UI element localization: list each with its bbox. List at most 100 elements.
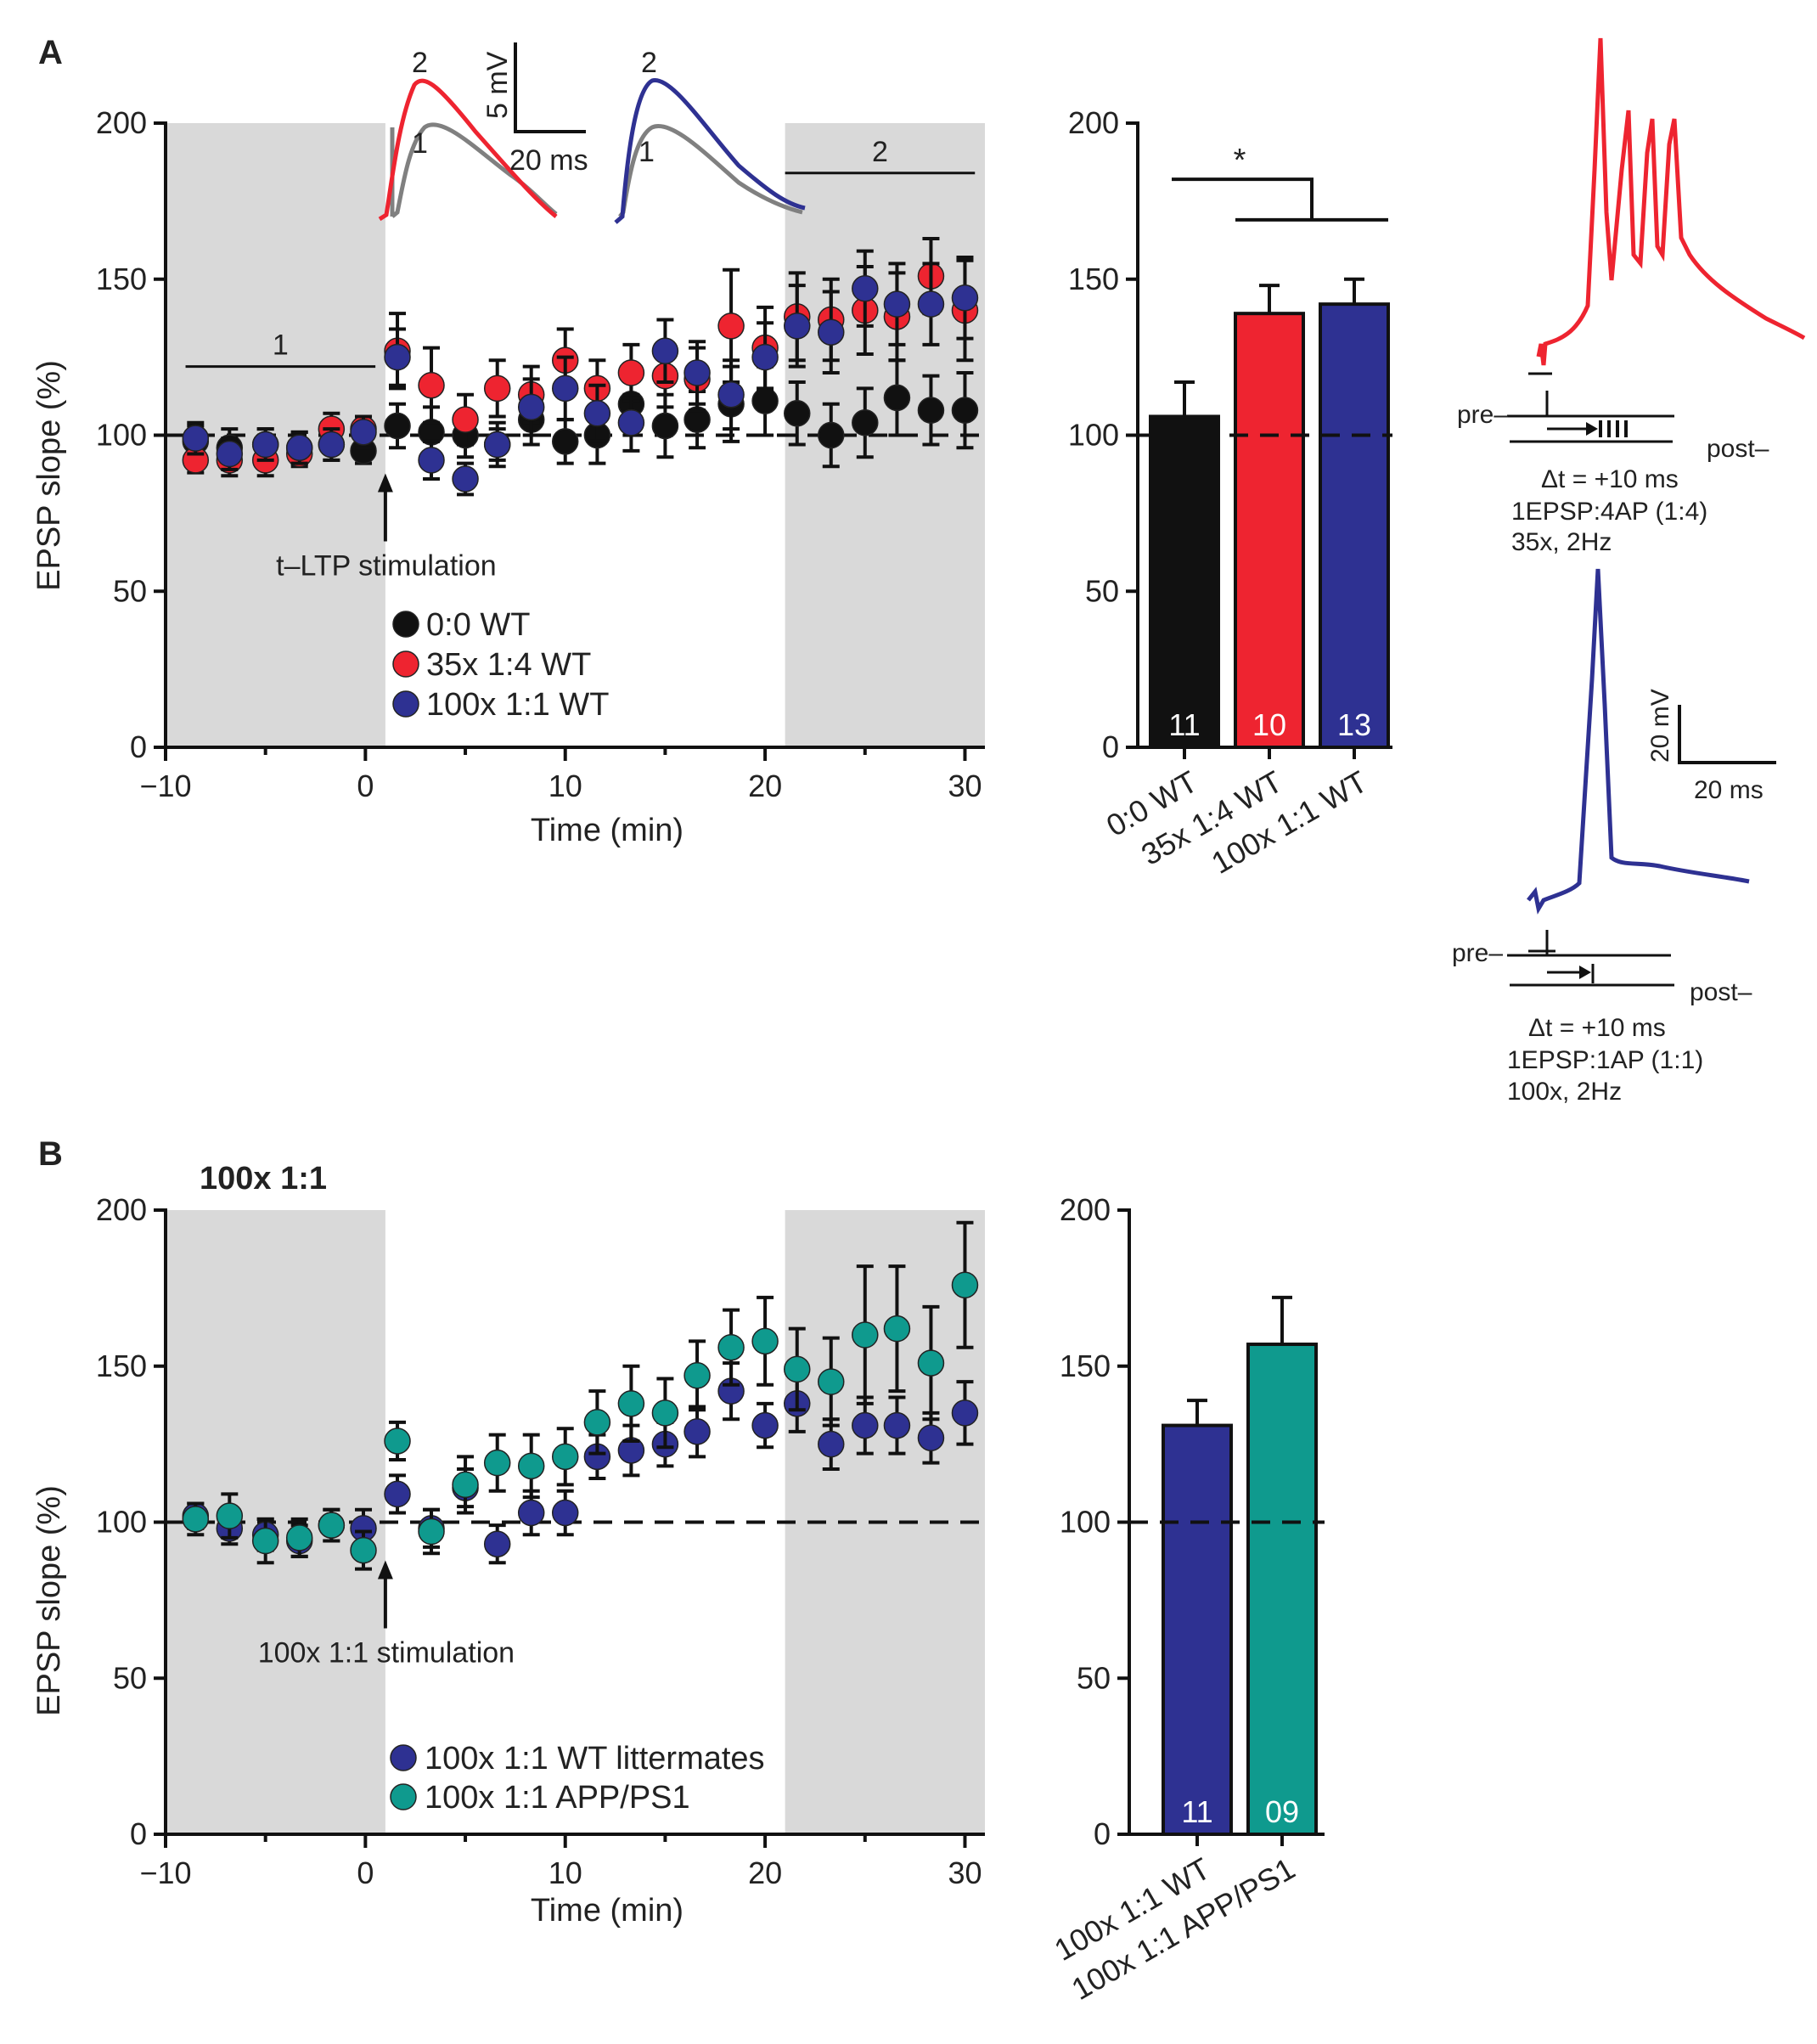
y-tick-label: 200 bbox=[1068, 105, 1119, 140]
data-point bbox=[917, 1424, 945, 1452]
data-point bbox=[384, 412, 411, 440]
data-point bbox=[216, 1502, 244, 1529]
epsp-trace-blue-post bbox=[614, 78, 806, 224]
arrow-head bbox=[377, 1560, 393, 1579]
y-tick-label: 200 bbox=[96, 105, 147, 140]
data-point bbox=[418, 447, 445, 474]
x-tick-label: 30 bbox=[948, 1855, 982, 1890]
data-point bbox=[683, 1418, 711, 1445]
x-axis-title: Time (min) bbox=[531, 1893, 683, 1929]
data-point bbox=[852, 275, 879, 302]
axes: 0 50 100 150 200 −10 0 10 20 30 bbox=[96, 1192, 985, 1890]
y-tick-label: 150 bbox=[1068, 262, 1119, 296]
data-point bbox=[483, 1530, 511, 1557]
data-point bbox=[285, 434, 313, 461]
series-100x-1-1-app-ps1 bbox=[182, 1220, 979, 1571]
y-tick-label: 0 bbox=[1102, 729, 1119, 764]
y-tick-label: 100 bbox=[1060, 1505, 1111, 1540]
data-series bbox=[182, 1220, 979, 1571]
protocol-1-pre: pre– bbox=[1457, 401, 1508, 429]
epsp-trace-red-post bbox=[378, 78, 558, 222]
protocol-1-line1: 1EPSP:4AP (1:4) bbox=[1511, 498, 1707, 526]
y-tick-label: 0 bbox=[1094, 1816, 1111, 1851]
bar-n-label: 11 bbox=[1168, 707, 1200, 742]
trace-label-1-a: 1 bbox=[412, 127, 428, 160]
protocol-2-line1: 1EPSP:1AP (1:1) bbox=[1507, 1046, 1703, 1074]
bar-n-label: 10 bbox=[1252, 707, 1286, 742]
data-point bbox=[917, 397, 945, 424]
ap-scale-voltage: 20 mV bbox=[1646, 689, 1674, 763]
stimulation-label: 100x 1:1 stimulation bbox=[258, 1637, 515, 1670]
legend-label-0: 0:0 WT bbox=[426, 607, 530, 643]
data-point bbox=[517, 393, 545, 421]
bracket-lines bbox=[1172, 177, 1388, 222]
epsp-scale-time: 20 ms bbox=[509, 144, 588, 177]
panel-a-time-course: 0 50 100 150 200 −10 0 10 20 30 EPSP slope (%) Ti… bbox=[31, 105, 985, 848]
protocol-1-lines bbox=[1507, 372, 1674, 443]
y-tick-label: 100 bbox=[96, 1505, 147, 1540]
data-point bbox=[483, 1449, 511, 1477]
data-point bbox=[251, 1527, 279, 1555]
data-point bbox=[517, 1452, 545, 1480]
trace-label-1-b: 1 bbox=[638, 136, 655, 168]
y-tick-label: 50 bbox=[1077, 1660, 1111, 1695]
legend-marker-1 bbox=[392, 650, 419, 678]
data-point bbox=[818, 421, 845, 449]
protocol-2-dt: Δt = +10 ms bbox=[1528, 1014, 1666, 1042]
data-point bbox=[182, 425, 210, 452]
data-point bbox=[651, 412, 679, 440]
data-point bbox=[551, 374, 579, 403]
y-tick-label: 150 bbox=[1060, 1349, 1111, 1383]
x-tick-label: −10 bbox=[139, 1855, 191, 1890]
data-point bbox=[951, 397, 979, 424]
legend-marker-0 bbox=[390, 1744, 417, 1771]
bar-0 bbox=[1162, 1423, 1233, 1836]
protocol-1-arrowhead bbox=[1586, 422, 1598, 436]
data-point bbox=[418, 1518, 445, 1546]
data-point bbox=[683, 359, 711, 386]
data-point bbox=[318, 1512, 346, 1539]
legend-label-1: 100x 1:1 APP/PS1 bbox=[425, 1780, 690, 1816]
period-label-1: 1 bbox=[273, 329, 289, 362]
period-bars: 12 bbox=[185, 136, 976, 369]
legend: 100x 1:1 WT littermates 100x 1:1 APP/PS1 bbox=[390, 1741, 765, 1816]
data-point bbox=[818, 1368, 845, 1395]
data-point bbox=[951, 284, 979, 312]
data-point bbox=[717, 1333, 745, 1361]
significance-bracket: * bbox=[1172, 143, 1388, 222]
legend-marker-2 bbox=[392, 690, 419, 718]
y-tick-label: 150 bbox=[96, 1349, 147, 1383]
legend-label-2: 100x 1:1 WT bbox=[426, 687, 609, 723]
ap-burst-trace-red bbox=[1536, 37, 1806, 366]
data-point bbox=[852, 409, 879, 436]
data-point bbox=[384, 343, 411, 371]
data-point bbox=[452, 406, 479, 433]
legend-marker-1 bbox=[390, 1783, 417, 1810]
x-tick-label: 0 bbox=[357, 1855, 374, 1890]
x-tick-label: −10 bbox=[139, 769, 191, 803]
data-point bbox=[751, 343, 779, 371]
protocol-2-pre: pre– bbox=[1452, 939, 1503, 967]
data-point bbox=[883, 1315, 911, 1343]
epsp-trace-insets: 2 1 2 1 5 mV 20 ms bbox=[378, 42, 806, 224]
data-point bbox=[818, 318, 845, 346]
y-tick-label: 100 bbox=[96, 418, 147, 453]
bars: 11 09 bbox=[1162, 1295, 1318, 1836]
epsp-trace-blue-pre bbox=[618, 124, 803, 218]
protocol-2-line2: 100x, 2Hz bbox=[1507, 1078, 1622, 1106]
data-point bbox=[583, 1409, 611, 1436]
trace-label-2-a: 2 bbox=[412, 47, 428, 79]
bar-n-label: 13 bbox=[1337, 707, 1371, 742]
data-point bbox=[617, 409, 645, 436]
data-point bbox=[617, 359, 645, 386]
y-tick-label: 0 bbox=[130, 729, 147, 764]
data-point bbox=[551, 428, 579, 455]
data-point bbox=[318, 431, 346, 459]
y-tick-label: 50 bbox=[1085, 573, 1119, 608]
data-point bbox=[452, 465, 479, 493]
data-point bbox=[683, 1362, 711, 1389]
x-tick-label: 20 bbox=[748, 1855, 782, 1890]
data-point bbox=[551, 1499, 579, 1527]
